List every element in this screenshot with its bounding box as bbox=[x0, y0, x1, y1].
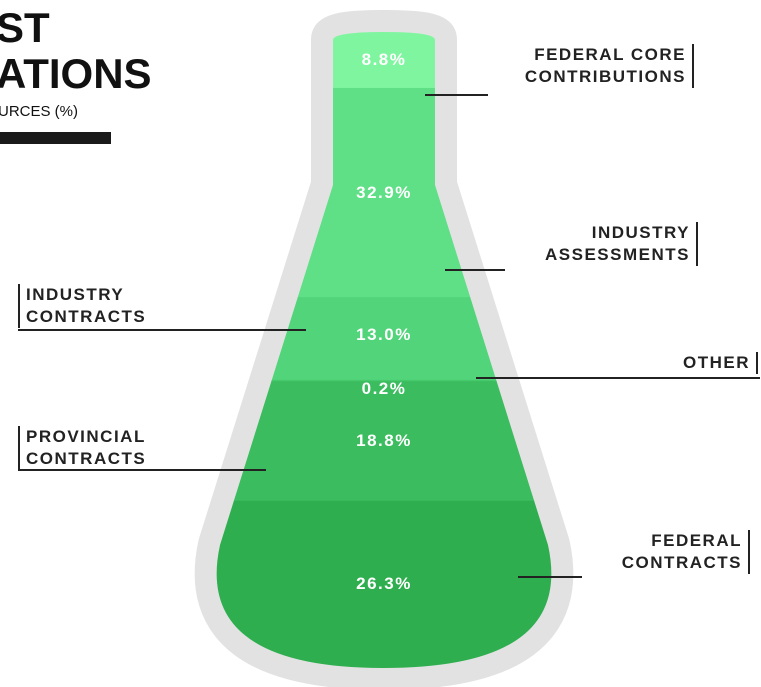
category-label: FEDERAL CORE CONTRIBUTIONS bbox=[525, 44, 694, 88]
category-label: INDUSTRY CONTRACTS bbox=[18, 284, 146, 328]
value-label: 26.3% bbox=[324, 574, 444, 594]
value-label: 18.8% bbox=[324, 431, 444, 451]
category-label: INDUSTRY ASSESSMENTS bbox=[545, 222, 698, 266]
infographic: ST ATIONS URCES (%) 8.8%FEDERAL CORE CON… bbox=[0, 0, 761, 687]
category-label: FEDERAL CONTRACTS bbox=[622, 530, 750, 574]
value-label: 13.0% bbox=[324, 325, 444, 345]
category-label: OTHER bbox=[683, 352, 758, 374]
value-label: 8.8% bbox=[324, 50, 444, 70]
category-label: PROVINCIAL CONTRACTS bbox=[18, 426, 146, 470]
value-label: 32.9% bbox=[324, 183, 444, 203]
value-label: 0.2% bbox=[324, 379, 444, 399]
